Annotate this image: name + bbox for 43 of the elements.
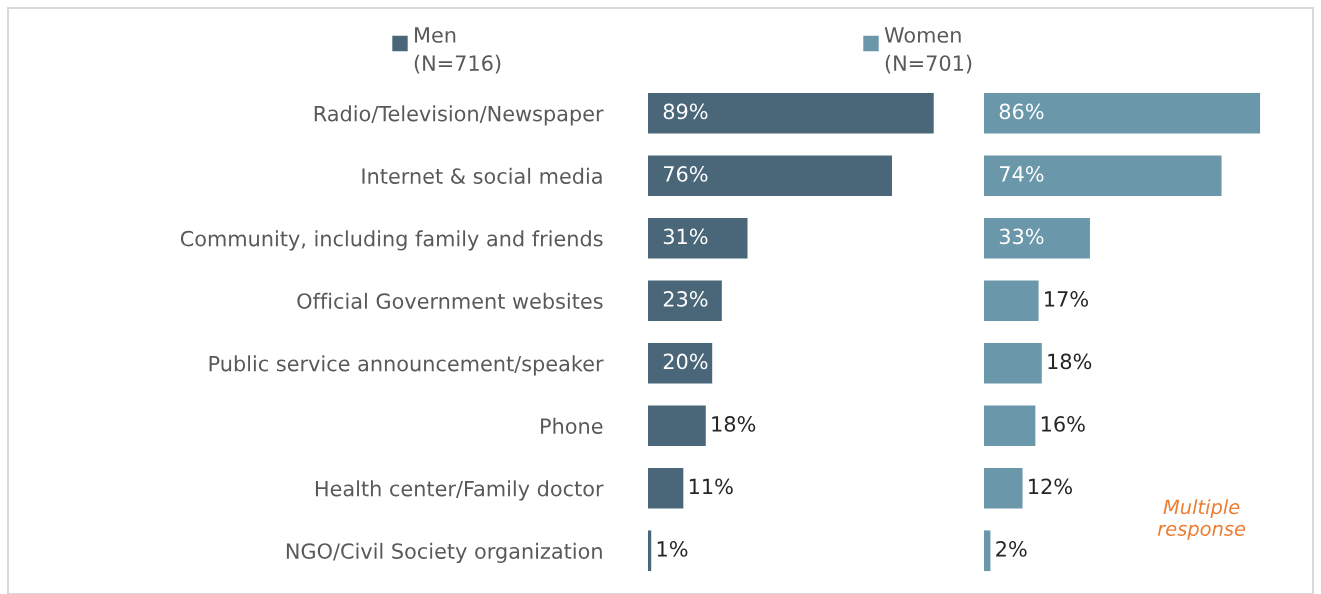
bar bbox=[648, 342, 713, 384]
data-label: 18% bbox=[1048, 353, 1092, 370]
bar bbox=[984, 280, 1039, 322]
data-label: 18% bbox=[712, 416, 756, 432]
bar bbox=[648, 155, 892, 197]
data-label: 86% bbox=[999, 103, 1044, 120]
data-label: 12% bbox=[1029, 478, 1072, 495]
annotation: Multiple response bbox=[1157, 499, 1246, 540]
data-label: 23% bbox=[663, 291, 708, 307]
bar bbox=[984, 217, 1090, 259]
data-label: 20% bbox=[663, 353, 708, 370]
bar bbox=[648, 92, 934, 134]
data-label: 11% bbox=[689, 478, 733, 495]
data-label: 2% bbox=[996, 541, 1027, 557]
data-label: 16% bbox=[1041, 416, 1085, 432]
data-label: 76% bbox=[663, 166, 708, 182]
data-label: 17% bbox=[1045, 291, 1089, 307]
bar bbox=[984, 405, 1036, 447]
data-label: 89% bbox=[663, 103, 708, 120]
y-tick-label: Public service announcement/speaker bbox=[209, 355, 604, 376]
y-tick-label: Phone bbox=[541, 417, 603, 434]
y-tick-label: Health center/Family doctor bbox=[315, 480, 604, 501]
bar bbox=[984, 467, 1023, 509]
data-label: 1% bbox=[657, 541, 688, 557]
y-tick-label: Internet & social media bbox=[362, 167, 602, 184]
y-tick-label: Official Government websites bbox=[297, 292, 603, 309]
y-tick-label: Community, including family and friends bbox=[180, 230, 603, 251]
bar bbox=[984, 155, 1222, 197]
bar bbox=[648, 217, 748, 259]
data-label: 33% bbox=[999, 228, 1044, 245]
data-label: 74% bbox=[999, 166, 1044, 182]
bar bbox=[984, 342, 1042, 384]
bar bbox=[984, 92, 1261, 134]
y-tick-label: NGO/Civil Society organization bbox=[286, 542, 602, 563]
bar bbox=[648, 280, 722, 322]
data-label: 31% bbox=[663, 228, 708, 245]
bar bbox=[648, 530, 652, 572]
y-tick-label: Radio/Television/Newspaper bbox=[314, 105, 604, 126]
legend-label: Men (N=716) bbox=[414, 27, 501, 74]
bar bbox=[648, 467, 684, 509]
bar bbox=[984, 530, 991, 572]
legend-label: Women (N=701) bbox=[884, 27, 972, 74]
bar bbox=[648, 405, 706, 447]
